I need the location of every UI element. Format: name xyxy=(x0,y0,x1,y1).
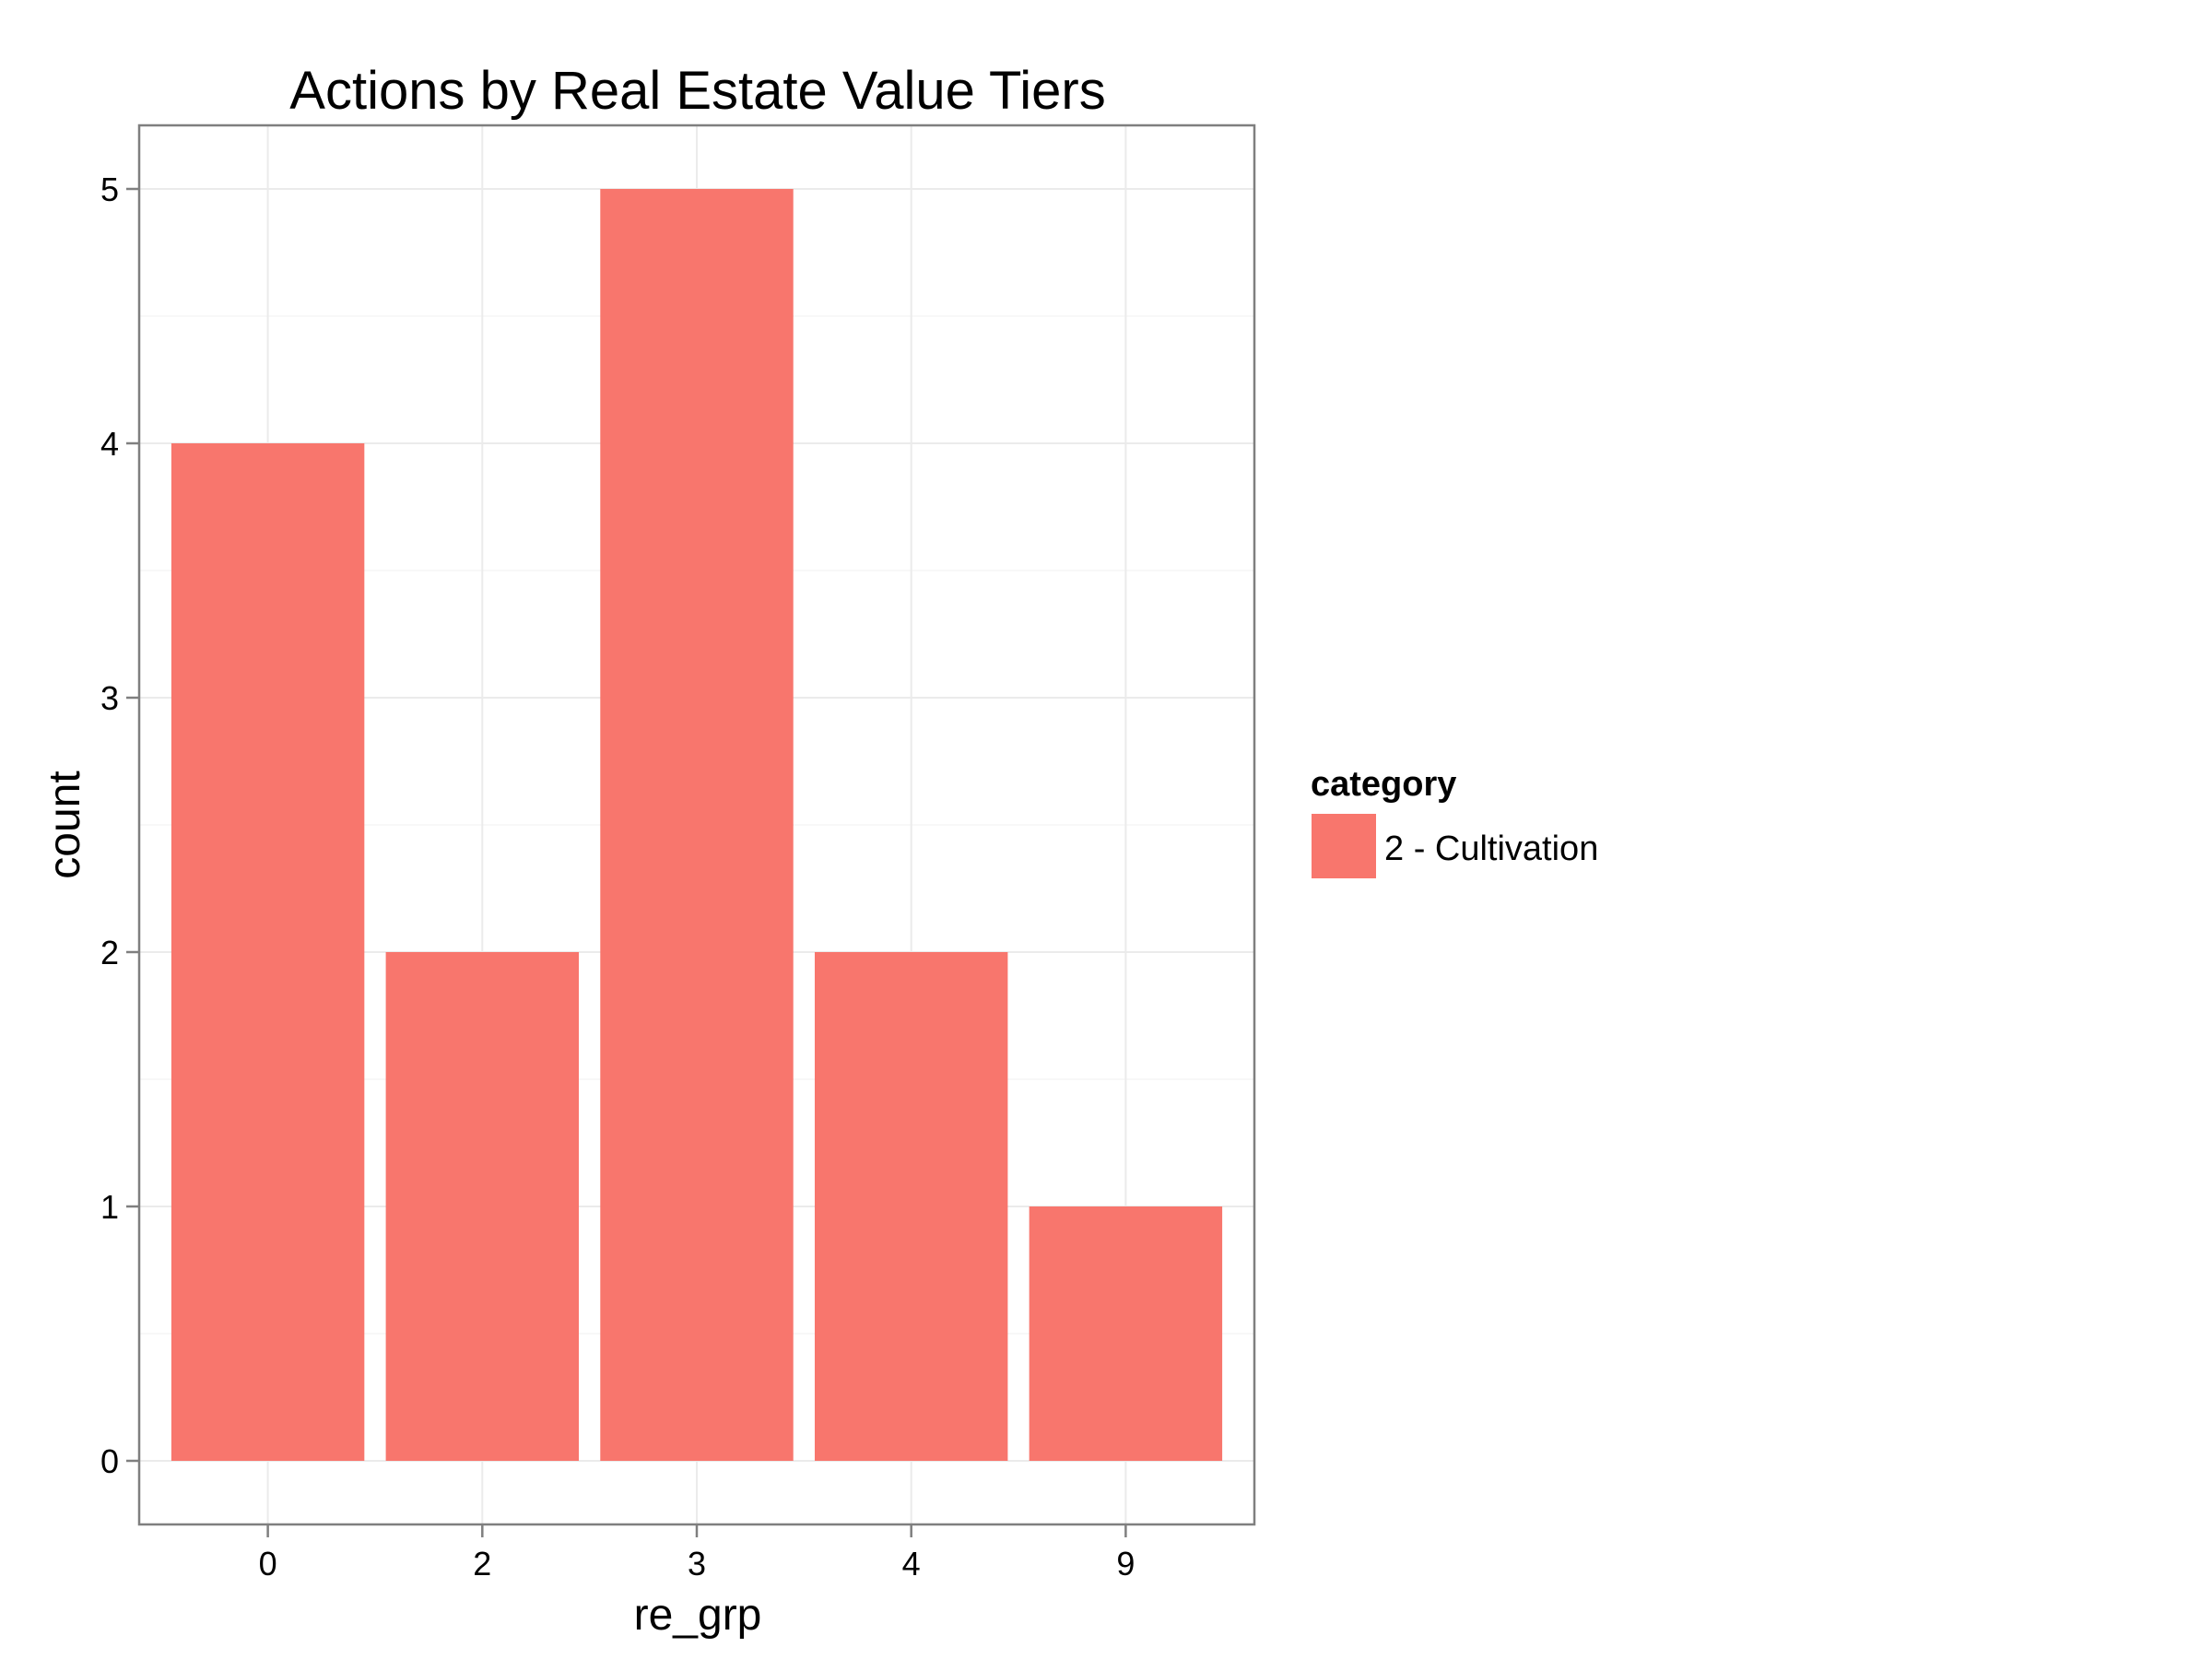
y-axis-title: count xyxy=(41,771,89,878)
x-tick-label: 9 xyxy=(1116,1545,1135,1583)
y-tick-label: 5 xyxy=(100,171,119,208)
bar-2 xyxy=(385,952,580,1461)
legend-title: category xyxy=(1311,765,1456,804)
x-tick-label: 3 xyxy=(688,1545,706,1583)
y-axis: 0 1 2 3 4 5 xyxy=(100,171,139,1480)
x-axis: 0 2 3 4 9 xyxy=(259,1524,1135,1583)
x-tick-label: 2 xyxy=(473,1545,491,1583)
bar-9 xyxy=(1029,1206,1223,1461)
bar-4 xyxy=(814,952,1008,1461)
x-tick-label: 4 xyxy=(902,1545,921,1583)
bars xyxy=(171,189,1223,1461)
legend: category 2 - Cultivation xyxy=(1310,765,1598,880)
legend-entry-label: 2 - Cultivation xyxy=(1384,830,1598,868)
legend-key-swatch xyxy=(1310,812,1378,880)
x-tick-label: 0 xyxy=(259,1545,277,1583)
y-tick-label: 3 xyxy=(100,679,119,717)
y-tick-label: 0 xyxy=(100,1442,119,1480)
y-tick-label: 2 xyxy=(100,934,119,971)
bar-0 xyxy=(171,443,365,1461)
bar-3 xyxy=(600,189,794,1461)
y-tick-label: 4 xyxy=(100,425,119,463)
y-tick-label: 1 xyxy=(100,1188,119,1226)
chart-title: Actions by Real Estate Value Tiers xyxy=(289,61,1105,121)
x-axis-title: re_grp xyxy=(634,1591,762,1640)
